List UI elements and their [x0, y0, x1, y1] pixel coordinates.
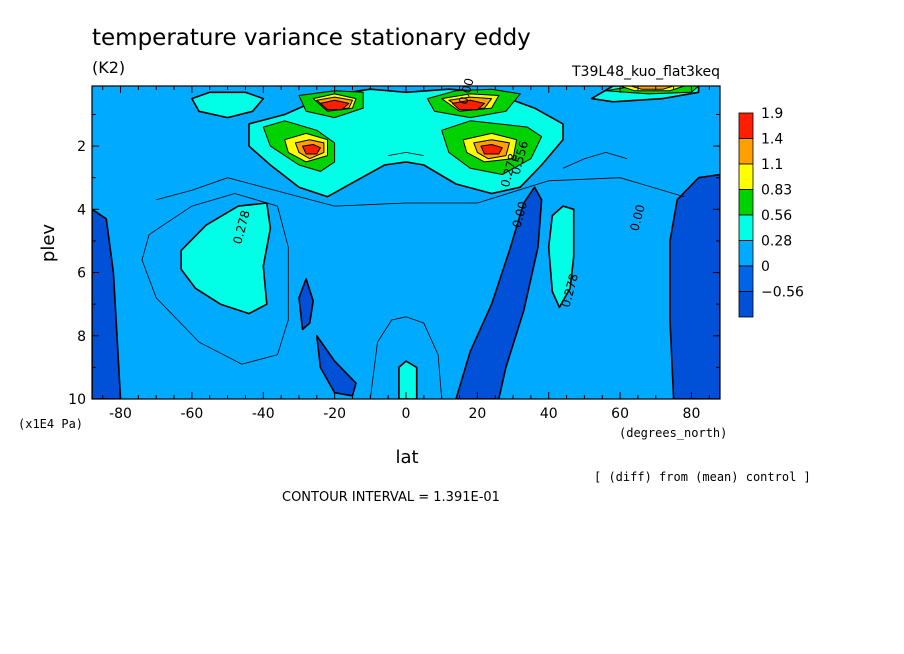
x-units-label: (degrees_north) — [619, 426, 727, 440]
legend-swatch-0 — [738, 112, 754, 139]
contour-region-l1-5 — [180, 202, 272, 315]
chart-title: temperature variance stationary eddy — [92, 25, 531, 51]
legend-swatch-5 — [738, 240, 754, 267]
contour-region-neg-1 — [298, 278, 315, 331]
color-legend: 1.9 1.4 1.1 0.83 0.56 0.28 0 −0.56 — [738, 106, 804, 318]
plot-area — [92, 86, 720, 399]
contour-label-2: 0.00 — [510, 200, 530, 229]
legend-label-2: 1.1 — [761, 157, 783, 173]
legend-swatch-1 — [738, 138, 754, 165]
diff-note: [ (diff) from (mean) control ] — [594, 470, 811, 484]
legend-label-7: −0.56 — [761, 285, 804, 301]
contour-label-6: 0.00 — [456, 77, 476, 106]
y-tick-label-10: 10 — [68, 392, 86, 408]
x-tick-label--40: -40 — [252, 406, 275, 422]
contour-region-neg-0 — [92, 208, 122, 399]
contour-region-neg-4 — [669, 173, 720, 399]
contour-line-0 — [141, 193, 289, 365]
y-tick-label-2: 2 — [77, 139, 86, 155]
legend-label-0: 1.9 — [761, 106, 783, 122]
contour-region-l5-29 — [451, 99, 485, 111]
contour-region-l1-8 — [191, 91, 265, 119]
legend-swatch-6 — [738, 265, 754, 292]
contour-line-3 — [562, 151, 628, 169]
x-tick-label--80: -80 — [109, 406, 132, 422]
legend-swatch-7 — [738, 291, 754, 318]
x-axis-label: lat — [395, 447, 418, 468]
x-tick-label--60: -60 — [180, 406, 203, 422]
y-axis-label: plev — [38, 224, 59, 263]
units-label: (K2) — [92, 58, 125, 77]
legend-swatch-2 — [738, 163, 754, 190]
x-tick-label-80: 80 — [683, 406, 701, 422]
contour-region-l1-7 — [398, 360, 418, 399]
y-tick-label-4: 4 — [77, 202, 86, 218]
contour-interval-text: CONTOUR INTERVAL = 1.391E-01 — [282, 490, 500, 505]
x-tick-label-40: 40 — [540, 406, 558, 422]
legend-label-5: 0.28 — [761, 234, 792, 250]
y-tick-label-6: 6 — [77, 266, 86, 282]
contour-region-l1-6 — [547, 205, 575, 309]
run-label: T39L48_kuo_flat3keq — [571, 64, 720, 80]
legend-label-6: 0 — [761, 259, 770, 275]
contour-label-3: 0.00 — [627, 203, 647, 232]
contour-region-l5-27 — [480, 144, 503, 155]
contour-line-2 — [156, 177, 685, 207]
legend-label-4: 0.56 — [761, 208, 792, 224]
x-tick-label-0: 0 — [402, 406, 411, 422]
legend-swatch-4 — [738, 214, 754, 241]
contour-region-neg-3 — [455, 186, 543, 399]
x-tick-label-60: 60 — [611, 406, 629, 422]
contour-line-4 — [388, 151, 424, 156]
x-tick-label--20: -20 — [323, 406, 346, 422]
legend-label-1: 1.4 — [761, 132, 783, 148]
legend-swatch-3 — [738, 189, 754, 216]
y-units-label: (x1E4 Pa) — [18, 417, 83, 431]
legend-label-3: 0.83 — [761, 183, 792, 199]
x-tick-label-20: 20 — [468, 406, 486, 422]
contour-line-1 — [369, 316, 443, 399]
y-tick-label-8: 8 — [77, 329, 86, 345]
contour-region-l5-26 — [302, 144, 321, 155]
contour-region-l5-28 — [319, 99, 350, 111]
